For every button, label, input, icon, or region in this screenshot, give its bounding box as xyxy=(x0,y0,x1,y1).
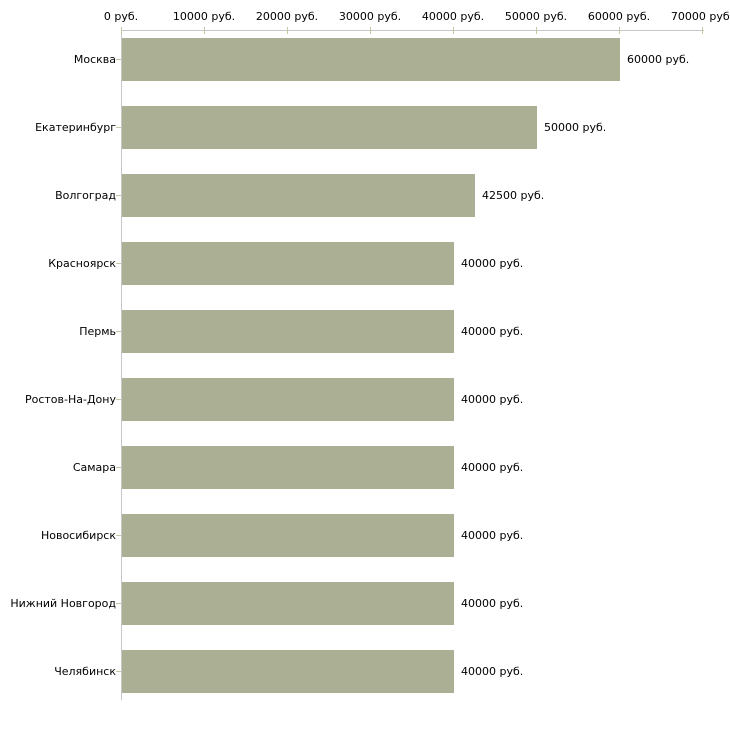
x-tick-label: 50000 руб. xyxy=(504,10,568,23)
x-tick-mark xyxy=(536,27,537,34)
bar xyxy=(122,38,620,81)
x-tick-label: 70000 руб. xyxy=(670,10,730,23)
x-tick-mark xyxy=(370,27,371,34)
bar xyxy=(122,242,454,285)
category-label: Красноярск xyxy=(48,257,116,270)
x-tick-label: 40000 руб. xyxy=(421,10,485,23)
value-label: 40000 руб. xyxy=(461,393,524,406)
category-label: Ростов-На-Дону xyxy=(24,393,116,406)
y-tick-mark xyxy=(116,59,121,60)
category-label: Новосибирск xyxy=(40,529,116,542)
value-label: 40000 руб. xyxy=(461,461,524,474)
y-tick-mark xyxy=(116,195,121,196)
category-label: Москва xyxy=(73,53,116,66)
y-tick-mark xyxy=(116,467,121,468)
y-tick-mark xyxy=(116,399,121,400)
x-tick-mark xyxy=(453,27,454,34)
y-tick-mark xyxy=(116,671,121,672)
y-tick-mark xyxy=(116,535,121,536)
value-label: 40000 руб. xyxy=(461,529,524,542)
category-label: Екатеринбург xyxy=(35,121,116,134)
y-tick-mark xyxy=(116,331,121,332)
y-axis-line xyxy=(121,30,122,700)
value-label: 60000 руб. xyxy=(627,53,690,66)
x-tick-label: 0 руб. xyxy=(103,10,139,23)
y-tick-mark xyxy=(116,263,121,264)
bar xyxy=(122,378,454,421)
category-label: Челябинск xyxy=(54,665,116,678)
bar xyxy=(122,650,454,693)
x-tick-mark xyxy=(204,27,205,34)
value-label: 50000 руб. xyxy=(544,121,607,134)
x-tick-label: 10000 руб. xyxy=(172,10,236,23)
category-label: Волгоград xyxy=(55,189,116,202)
bar xyxy=(122,310,454,353)
y-tick-mark xyxy=(116,127,121,128)
x-tick-mark xyxy=(619,27,620,34)
bar xyxy=(122,106,537,149)
category-label: Пермь xyxy=(79,325,116,338)
x-tick-mark xyxy=(702,27,703,34)
category-label: Нижний Новгород xyxy=(10,597,116,610)
value-label: 40000 руб. xyxy=(461,325,524,338)
bar xyxy=(122,514,454,557)
value-label: 40000 руб. xyxy=(461,257,524,270)
x-tick-label: 60000 руб. xyxy=(587,10,651,23)
bar xyxy=(122,174,475,217)
x-tick-label: 20000 руб. xyxy=(255,10,319,23)
x-tick-mark xyxy=(287,27,288,34)
x-tick-mark xyxy=(121,27,122,34)
x-axis-line xyxy=(121,30,704,31)
y-tick-mark xyxy=(116,603,121,604)
x-tick-label: 30000 руб. xyxy=(338,10,402,23)
bar xyxy=(122,446,454,489)
value-label: 40000 руб. xyxy=(461,597,524,610)
bar xyxy=(122,582,454,625)
value-label: 42500 руб. xyxy=(482,189,545,202)
value-label: 40000 руб. xyxy=(461,665,524,678)
category-label: Самара xyxy=(72,461,116,474)
